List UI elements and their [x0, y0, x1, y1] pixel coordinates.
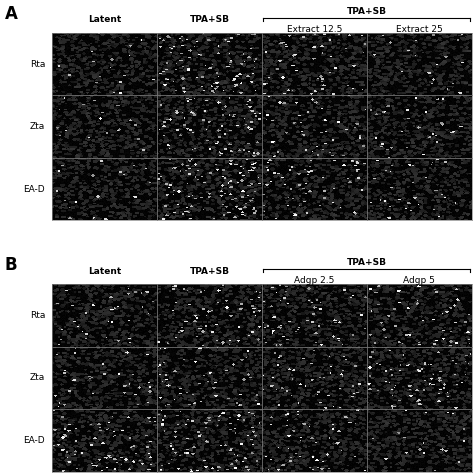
Text: Zta: Zta [30, 122, 45, 131]
Text: A: A [5, 5, 18, 23]
Text: Adgp 5: Adgp 5 [403, 276, 435, 285]
Text: Rta: Rta [30, 311, 45, 320]
Text: B: B [5, 256, 18, 274]
Text: TPA+SB: TPA+SB [347, 7, 387, 16]
Text: Rta: Rta [30, 60, 45, 69]
Text: Latent: Latent [88, 15, 121, 24]
Text: TPA+SB: TPA+SB [347, 258, 387, 267]
Text: EA-D: EA-D [23, 185, 45, 194]
Text: Zta: Zta [30, 374, 45, 383]
Text: Extract 12.5: Extract 12.5 [287, 25, 342, 34]
Text: TPA+SB: TPA+SB [190, 15, 229, 24]
Text: Extract 25: Extract 25 [396, 25, 443, 34]
Text: TPA+SB: TPA+SB [190, 266, 229, 275]
Text: Latent: Latent [88, 266, 121, 275]
Text: Adgp 2.5: Adgp 2.5 [294, 276, 335, 285]
Text: EA-D: EA-D [23, 436, 45, 445]
